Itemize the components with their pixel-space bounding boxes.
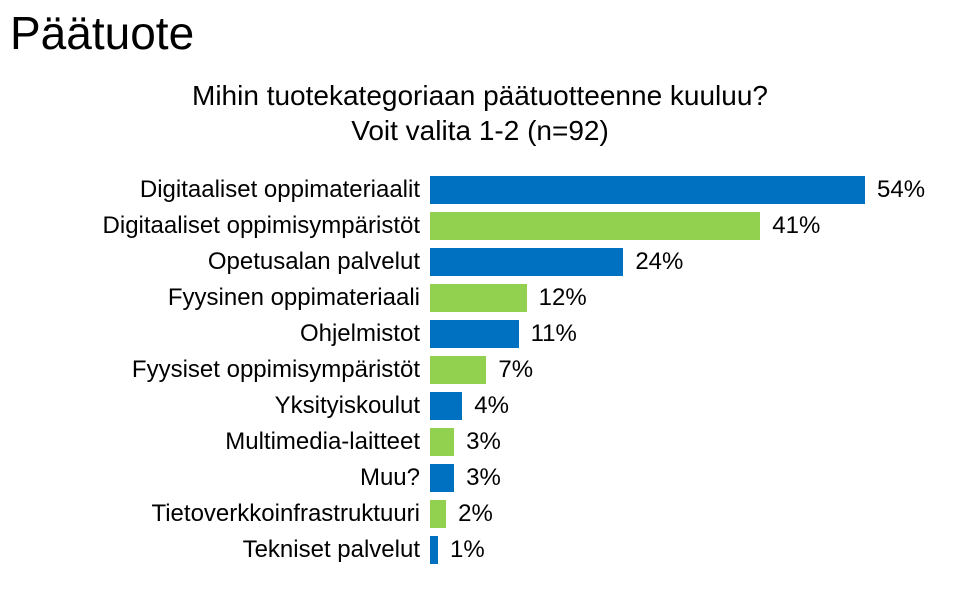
value-label: 12% xyxy=(527,284,587,312)
slide: Päätuote Mihin tuotekategoriaan päätuott… xyxy=(0,0,960,592)
bar-area: 1% xyxy=(430,536,880,564)
chart-row: Ohjelmistot 11% xyxy=(80,316,880,352)
value-label: 3% xyxy=(454,428,501,456)
category-label: Digitaaliset oppimateriaalit xyxy=(80,176,430,204)
bar-area: 11% xyxy=(430,320,880,348)
chart-row: Fyysiset oppimisympäristöt 7% xyxy=(80,352,880,388)
chart-row: Fyysinen oppimateriaali 12% xyxy=(80,280,880,316)
value-label: 7% xyxy=(486,356,533,384)
bar xyxy=(430,176,865,204)
bar-chart: Digitaaliset oppimateriaalit54%Digitaali… xyxy=(80,172,880,568)
bar xyxy=(430,356,486,384)
bar-area: 7% xyxy=(430,356,880,384)
bar-area: 4% xyxy=(430,392,880,420)
bar-area: 12% xyxy=(430,284,880,312)
bar xyxy=(430,212,760,240)
category-label: Tietoverkkoinfrastruktuuri xyxy=(80,500,430,528)
bar xyxy=(430,248,623,276)
category-label: Yksityiskoulut xyxy=(80,392,430,420)
chart-row: Opetusalan palvelut 24% xyxy=(80,244,880,280)
category-label: Digitaaliset oppimisympäristöt xyxy=(80,212,430,240)
page-title: Päätuote xyxy=(10,6,194,60)
bar xyxy=(430,284,527,312)
bar-area: 41% xyxy=(430,212,880,240)
category-label: Opetusalan palvelut xyxy=(80,248,430,276)
bar xyxy=(430,536,438,564)
category-label: Muu? xyxy=(80,464,430,492)
value-label: 1% xyxy=(438,536,485,564)
category-label: Fyysinen oppimateriaali xyxy=(80,284,430,312)
value-label: 2% xyxy=(446,500,493,528)
bar-area: 3% xyxy=(430,428,880,456)
chart-row: Muu? 3% xyxy=(80,460,880,496)
category-label: Ohjelmistot xyxy=(80,320,430,348)
bar xyxy=(430,428,454,456)
bar-area: 54% xyxy=(430,176,880,204)
value-label: 41% xyxy=(760,212,820,240)
bar xyxy=(430,500,446,528)
chart-row: Tietoverkkoinfrastruktuuri 2% xyxy=(80,496,880,532)
value-label: 54% xyxy=(865,176,925,204)
category-label: Multimedia-laitteet xyxy=(80,428,430,456)
bar-area: 24% xyxy=(430,248,880,276)
chart-title-line1: Mihin tuotekategoriaan päätuotteenne kuu… xyxy=(192,80,768,111)
bar xyxy=(430,464,454,492)
value-label: 3% xyxy=(454,464,501,492)
chart-row: Tekniset palvelut 1% xyxy=(80,532,880,568)
chart-row: Yksityiskoulut 4% xyxy=(80,388,880,424)
chart-title: Mihin tuotekategoriaan päätuotteenne kuu… xyxy=(0,78,960,148)
chart-row: Digitaaliset oppimateriaalit54% xyxy=(80,172,880,208)
category-label: Tekniset palvelut xyxy=(80,536,430,564)
bar xyxy=(430,320,519,348)
chart-row: Digitaaliset oppimisympäristöt 41% xyxy=(80,208,880,244)
chart-title-line2: Voit valita 1-2 (n=92) xyxy=(351,115,609,146)
value-label: 11% xyxy=(519,320,577,348)
chart-row: Multimedia-laitteet 3% xyxy=(80,424,880,460)
category-label: Fyysiset oppimisympäristöt xyxy=(80,356,430,384)
bar xyxy=(430,392,462,420)
bar-area: 3% xyxy=(430,464,880,492)
value-label: 4% xyxy=(462,392,509,420)
bar-area: 2% xyxy=(430,500,880,528)
value-label: 24% xyxy=(623,248,683,276)
